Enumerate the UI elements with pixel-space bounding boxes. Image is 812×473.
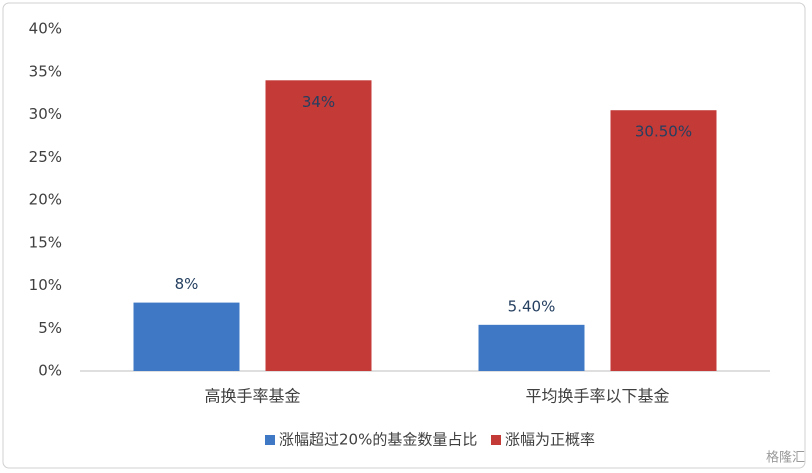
value-label: 30.50%	[635, 123, 692, 141]
legend-label: 涨幅为正概率	[505, 431, 595, 449]
y-tick-label: 30%	[29, 105, 62, 123]
y-tick-label: 40%	[29, 20, 62, 38]
y-tick-label: 25%	[29, 148, 62, 166]
x-tick-label: 高换手率基金	[204, 387, 300, 406]
y-tick-label: 0%	[38, 362, 62, 380]
y-tick-label: 15%	[29, 233, 62, 251]
value-label: 5.40%	[508, 297, 556, 315]
y-tick-label: 10%	[29, 276, 62, 294]
value-label: 34%	[302, 93, 335, 111]
y-tick-label: 5%	[38, 319, 62, 337]
value-label: 8%	[175, 275, 199, 293]
legend-swatch	[265, 435, 275, 445]
watermark: 格隆汇	[766, 450, 805, 466]
legend-swatch	[491, 435, 501, 445]
y-tick-label: 20%	[29, 191, 62, 209]
y-tick-label: 35%	[29, 62, 62, 80]
x-tick-label: 平均换手率以下基金	[525, 387, 669, 406]
legend-label: 涨幅超过20%的基金数量占比	[279, 431, 477, 449]
bar	[610, 110, 717, 371]
bar	[133, 302, 240, 371]
bar	[478, 324, 585, 371]
bar	[265, 80, 372, 372]
